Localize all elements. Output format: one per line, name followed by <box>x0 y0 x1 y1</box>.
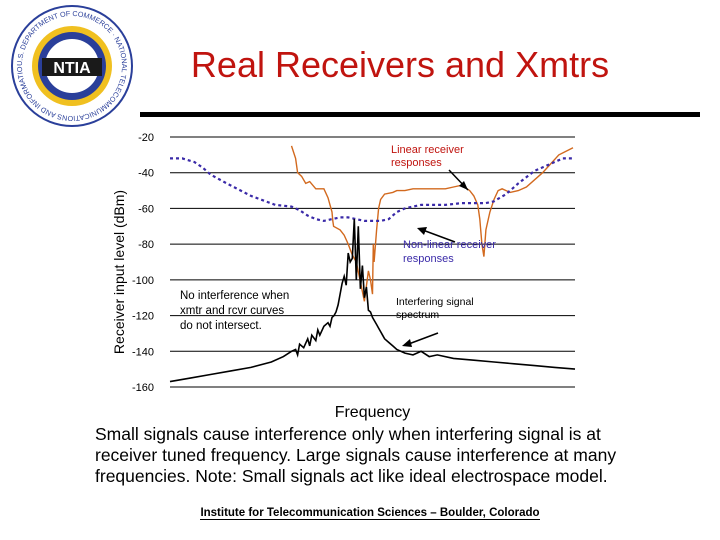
series-linear-line <box>290 145 574 302</box>
logo-band <box>42 58 102 76</box>
y-axis-label: Receiver input level (dBm) <box>111 190 127 354</box>
annotation-linear: Linear receiver responses <box>391 144 469 191</box>
annotation-nonlinear-arrow <box>419 228 456 243</box>
annotation-no-interference: No interference when xmtr and rcvr curve… <box>180 290 293 332</box>
slide-caption: Small signals cause interference only wh… <box>95 424 617 486</box>
annotation-spectrum-arrowhead <box>402 339 412 347</box>
annotation-no-interference-line-2: xmtr and rcvr curves <box>180 305 284 317</box>
y-tick-label: -160 <box>132 382 154 394</box>
annotation-nonlinear-line-1: Non-linear receiver <box>403 239 496 251</box>
annotation-no-interference-line-1: No interference when <box>180 290 289 302</box>
svg-text:No interference when xmt: No interference when xmtr and rcvr curve… <box>180 290 293 332</box>
y-tick-labels: -20 -40 -60 -80 -100 -120 -140 -160 <box>132 132 154 394</box>
slide-title: Real Receivers and Xmtrs <box>190 44 610 85</box>
footer-text: Institute for Telecommunication Sciences… <box>200 507 540 520</box>
annotation-spectrum: Interfering signal spectrum <box>396 296 477 347</box>
x-axis-label: Frequency <box>335 404 411 421</box>
annotation-nonlinear: Non-linear receiver responses <box>403 227 499 265</box>
y-tick-label: -140 <box>132 346 154 358</box>
annotation-nonlinear-arrowhead <box>417 227 427 235</box>
svg-text:Interfering signal spect: Interfering signal spectrum <box>396 296 477 321</box>
footer: Institute for Telecommunication Sciences… <box>150 507 590 520</box>
logo-text: NTIA <box>53 60 91 77</box>
series-nonlinear-line <box>170 157 573 223</box>
annotation-spectrum-line-1: Interfering signal <box>396 296 474 308</box>
annotation-linear-arrowhead <box>459 181 468 190</box>
y-tick-label: -40 <box>138 168 154 180</box>
y-tick-label: -20 <box>138 132 154 144</box>
chart: -20 -40 -60 -80 -100 -120 -140 -160 Receiver in… <box>111 132 576 421</box>
y-tick-label: -120 <box>132 311 154 323</box>
svg-text:Non-linear receiver resp: Non-linear receiver responses <box>403 239 499 265</box>
ntia-logo: U.S. DEPARTMENT OF COMMERCE · NATIONAL T… <box>8 2 133 127</box>
annotation-linear-line-2: responses <box>391 157 442 169</box>
y-tick-label: -100 <box>132 275 154 287</box>
title-rule <box>140 112 700 117</box>
y-tick-label: -80 <box>138 239 154 251</box>
annotation-no-interference-line-3: do not intersect. <box>180 320 262 332</box>
annotation-linear-line-1: Linear receiver <box>391 144 464 156</box>
series-spectrum-line <box>169 219 576 383</box>
annotation-spectrum-line-2: spectrum <box>396 309 439 321</box>
y-tick-label: -60 <box>138 203 154 215</box>
svg-text:Linear receiver response: Linear receiver responses <box>391 144 467 169</box>
annotation-spectrum-arrow <box>405 332 439 346</box>
plot-area <box>169 145 576 383</box>
annotation-nonlinear-line-2: responses <box>403 253 454 265</box>
